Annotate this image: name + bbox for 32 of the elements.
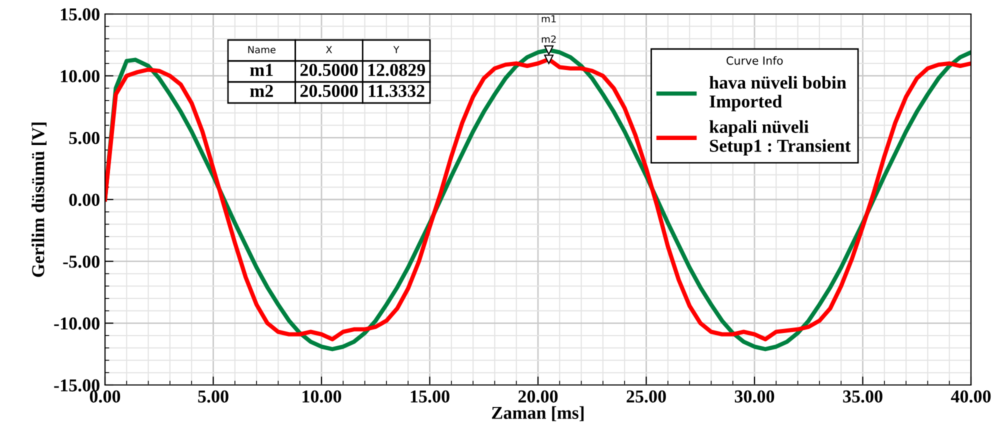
annotation: 20.5000 [300,64,358,76]
x-tick-label: 35.00 [843,390,882,403]
annotation: Y [393,46,400,54]
x-tick-label: 15.00 [410,390,450,403]
annotation: X [326,46,332,54]
x-axis-title: Zaman [ms] [492,406,584,422]
legend-label: hava nüveli bobin Imported [709,76,846,112]
y-tick-label: 5.00 [69,132,100,144]
annotation: m1 [542,15,556,22]
x-tick-label: 25.00 [626,390,666,403]
y-axis-title: Gerilim düsümü [V] [32,122,47,277]
y-tick-label: -15.00 [54,379,100,392]
y-tick-label: 10.00 [60,70,100,82]
y-tick-label: 0.00 [69,194,100,206]
x-tick-label: 40.00 [950,390,991,403]
legend-title: Curve Info [726,56,783,65]
annotation: 11.3332 [368,84,424,98]
annotation: m2 [250,84,273,97]
annotation: 20.5000 [300,84,358,98]
annotation: m2 [542,35,556,43]
y-tick-label: -5.00 [63,256,100,268]
annotation: 12.0829 [368,64,426,76]
x-tick-label: 5.00 [198,390,228,403]
x-tick-label: 30.00 [734,390,774,403]
x-tick-label: 10.00 [302,390,342,403]
y-tick-label: 15.00 [60,8,100,21]
x-tick-label: 20.00 [518,390,558,403]
x-tick-label: 0.00 [90,390,120,403]
annotation: Name [248,46,276,54]
y-tick-label: -10.00 [54,317,100,330]
legend-label: kapali nüveli Setup1 : Transient [709,120,851,156]
annotation: m1 [250,64,273,76]
